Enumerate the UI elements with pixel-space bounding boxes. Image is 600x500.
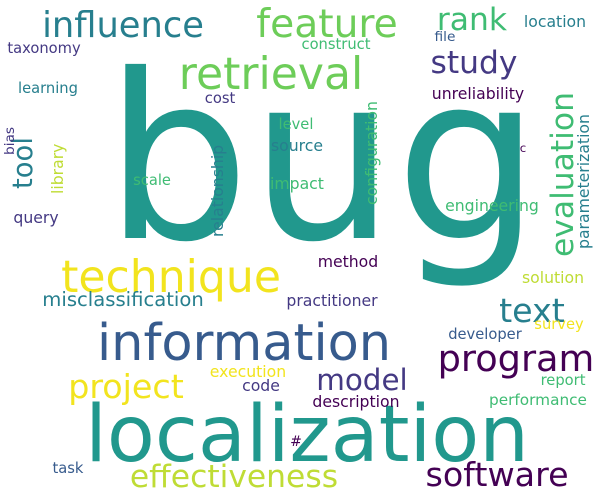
- word-rank: rank: [436, 2, 508, 39]
- word-library: library: [48, 143, 68, 195]
- word-method: method: [317, 252, 379, 272]
- word-location: location: [523, 12, 587, 32]
- word-bias: bias: [2, 126, 19, 155]
- word-task: task: [52, 460, 84, 478]
- word-program: program: [437, 336, 595, 380]
- word-description: description: [312, 392, 400, 412]
- word-parameterization: parameterization: [574, 113, 594, 249]
- word-file: file: [434, 29, 456, 46]
- word-hash: #: [290, 433, 302, 450]
- word-configuration: configuration: [362, 101, 382, 205]
- word-c: c: [519, 141, 527, 156]
- word-engineering: engineering: [445, 196, 539, 216]
- word-unreliability: unreliability: [431, 84, 525, 104]
- word-software: software: [425, 455, 569, 495]
- word-solution: solution: [522, 268, 585, 288]
- word-scale: scale: [133, 172, 171, 190]
- word-feature: feature: [256, 2, 398, 48]
- word-taxonomy: taxonomy: [7, 40, 81, 58]
- word-survey: survey: [534, 316, 584, 334]
- word-performance: performance: [489, 391, 587, 410]
- word-retrieval: retrieval: [178, 48, 364, 100]
- word-construct: construct: [301, 36, 371, 54]
- word-relationship: relationship: [208, 144, 228, 238]
- word-influence: influence: [42, 5, 204, 47]
- word-technique: technique: [61, 251, 281, 303]
- word-study: study: [430, 45, 518, 82]
- word-practitioner: practitioner: [286, 291, 378, 311]
- word-query: query: [13, 208, 59, 228]
- word-report: report: [540, 372, 586, 390]
- word-model: model: [316, 363, 408, 398]
- word-source: source: [271, 136, 324, 156]
- word-effectiveness: effectiveness: [129, 459, 339, 496]
- word-impact: impact: [270, 174, 324, 194]
- word-project: project: [68, 367, 184, 407]
- word-level: level: [278, 116, 314, 134]
- word-learning: learning: [18, 80, 78, 98]
- word-cost: cost: [204, 90, 236, 108]
- word-execution: execution: [209, 362, 287, 382]
- word-developer: developer: [448, 326, 522, 344]
- word-text: text: [499, 291, 565, 331]
- word-information: information: [97, 313, 392, 373]
- word-code: code: [242, 376, 280, 396]
- word-bug: bug: [104, 26, 541, 294]
- word-misclassification: misclassification: [42, 288, 204, 312]
- word-localization: localization: [85, 388, 529, 480]
